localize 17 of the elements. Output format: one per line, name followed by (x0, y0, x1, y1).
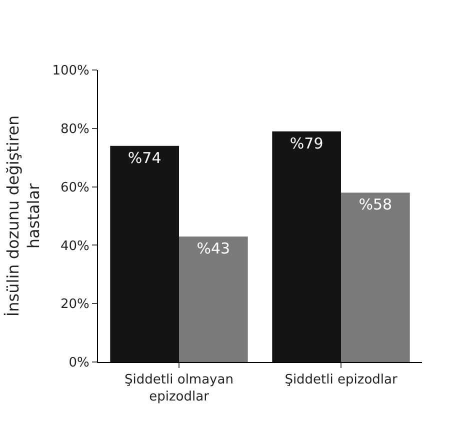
y-tick-label: 80% (60, 122, 90, 137)
bar (272, 131, 341, 362)
y-tick-label: 60% (60, 180, 90, 196)
bar (341, 192, 410, 362)
x-tick-label: Şiddetli olmayan epizodlar (124, 372, 234, 404)
y-axis-title: İnsülin dozunu değiştiren hastalar (3, 115, 44, 317)
bar (110, 146, 179, 362)
bar (179, 236, 248, 362)
data-label: %58 (358, 196, 392, 214)
data-label: %74 (128, 148, 162, 167)
y-tick-label: 40% (60, 238, 90, 254)
y-tick-label: 20% (60, 297, 90, 312)
data-label: %79 (290, 134, 324, 152)
x-tick-label: Şiddetli epizodlar (284, 372, 398, 388)
y-tick-label: 0% (68, 356, 90, 371)
y-tick-label: 100% (52, 64, 90, 79)
data-label: %43 (196, 239, 230, 258)
